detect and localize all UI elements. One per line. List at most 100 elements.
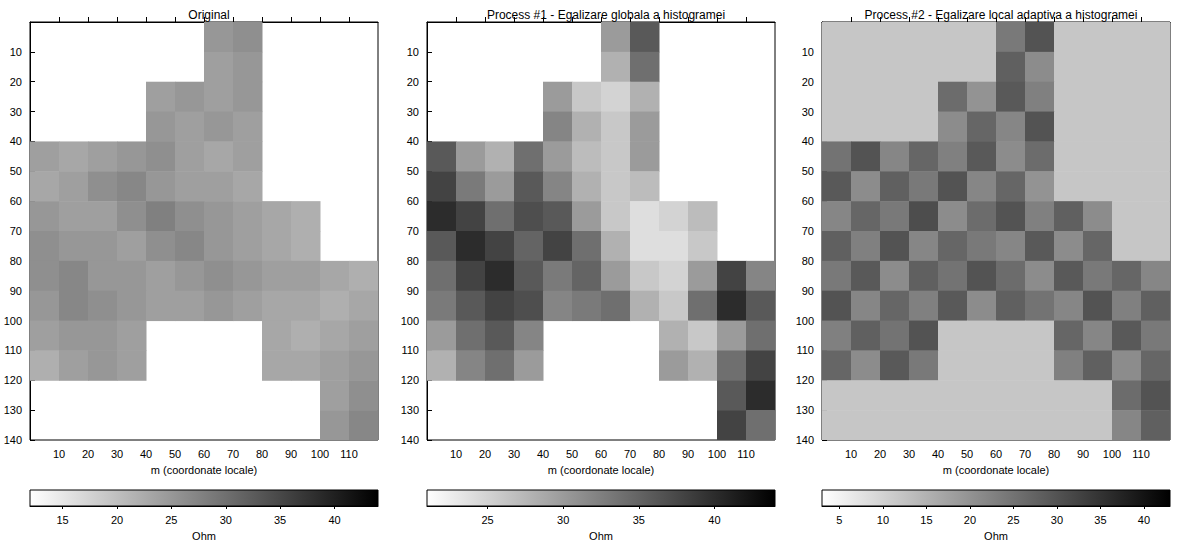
svg-text:10: 10 <box>10 46 22 58</box>
svg-text:Ohm: Ohm <box>192 530 216 542</box>
svg-text:25: 25 <box>165 514 177 526</box>
svg-text:20: 20 <box>964 514 976 526</box>
svg-text:90: 90 <box>10 285 22 297</box>
svg-text:15: 15 <box>57 514 69 526</box>
svg-text:40: 40 <box>140 448 152 460</box>
svg-text:Ohm: Ohm <box>589 530 613 542</box>
svg-text:30: 30 <box>1051 514 1063 526</box>
svg-text:130: 130 <box>4 404 22 416</box>
svg-text:80: 80 <box>802 255 814 267</box>
svg-text:Original: Original <box>188 8 229 22</box>
svg-text:60: 60 <box>198 448 210 460</box>
svg-text:90: 90 <box>407 285 419 297</box>
svg-text:80: 80 <box>653 448 665 460</box>
svg-text:60: 60 <box>407 195 419 207</box>
svg-text:20: 20 <box>479 448 491 460</box>
svg-text:80: 80 <box>10 255 22 267</box>
svg-text:10: 10 <box>802 46 814 58</box>
svg-text:20: 20 <box>802 76 814 88</box>
svg-text:m (coordonate locale): m (coordonate locale) <box>943 464 1049 476</box>
svg-text:140: 140 <box>401 434 419 446</box>
svg-text:Ohm: Ohm <box>984 530 1008 542</box>
svg-text:80: 80 <box>256 448 268 460</box>
svg-text:80: 80 <box>1048 448 1060 460</box>
svg-text:10: 10 <box>877 514 889 526</box>
svg-text:35: 35 <box>633 514 645 526</box>
svg-text:100: 100 <box>708 448 726 460</box>
svg-text:90: 90 <box>1077 448 1089 460</box>
svg-text:25: 25 <box>1007 514 1019 526</box>
svg-text:110: 110 <box>1132 448 1150 460</box>
svg-text:30: 30 <box>220 514 232 526</box>
svg-text:50: 50 <box>407 165 419 177</box>
svg-text:30: 30 <box>407 106 419 118</box>
svg-text:10: 10 <box>450 448 462 460</box>
svg-text:120: 120 <box>401 374 419 386</box>
svg-text:5: 5 <box>836 514 842 526</box>
svg-text:m (coordonate locale): m (coordonate locale) <box>151 464 257 476</box>
svg-text:30: 30 <box>802 106 814 118</box>
svg-text:130: 130 <box>796 404 814 416</box>
svg-text:10: 10 <box>845 448 857 460</box>
svg-text:20: 20 <box>407 76 419 88</box>
svg-text:70: 70 <box>1019 448 1031 460</box>
svg-text:100: 100 <box>311 448 329 460</box>
svg-text:40: 40 <box>802 135 814 147</box>
svg-text:60: 60 <box>990 448 1002 460</box>
svg-text:30: 30 <box>508 448 520 460</box>
svg-text:20: 20 <box>10 76 22 88</box>
svg-text:15: 15 <box>920 514 932 526</box>
svg-text:Process #1 - Egalizare globala: Process #1 - Egalizare globala a histogr… <box>487 8 725 22</box>
svg-text:90: 90 <box>682 448 694 460</box>
svg-text:40: 40 <box>932 448 944 460</box>
svg-text:90: 90 <box>285 448 297 460</box>
svg-text:m (coordonate locale): m (coordonate locale) <box>548 464 654 476</box>
svg-text:70: 70 <box>227 448 239 460</box>
svg-text:20: 20 <box>111 514 123 526</box>
svg-text:30: 30 <box>557 514 569 526</box>
svg-text:70: 70 <box>10 225 22 237</box>
svg-text:110: 110 <box>796 344 814 356</box>
svg-text:60: 60 <box>595 448 607 460</box>
svg-text:120: 120 <box>796 374 814 386</box>
svg-text:60: 60 <box>10 195 22 207</box>
svg-text:110: 110 <box>340 448 358 460</box>
svg-text:50: 50 <box>566 448 578 460</box>
svg-text:40: 40 <box>328 514 340 526</box>
svg-text:50: 50 <box>169 448 181 460</box>
svg-text:40: 40 <box>537 448 549 460</box>
svg-text:10: 10 <box>53 448 65 460</box>
svg-text:60: 60 <box>802 195 814 207</box>
svg-text:20: 20 <box>874 448 886 460</box>
svg-text:20: 20 <box>82 448 94 460</box>
svg-text:10: 10 <box>407 46 419 58</box>
svg-text:50: 50 <box>961 448 973 460</box>
svg-text:40: 40 <box>407 135 419 147</box>
svg-text:100: 100 <box>1103 448 1121 460</box>
svg-text:25: 25 <box>481 514 493 526</box>
svg-text:110: 110 <box>4 344 22 356</box>
svg-text:40: 40 <box>1138 514 1150 526</box>
svg-text:100: 100 <box>796 315 814 327</box>
svg-text:40: 40 <box>708 514 720 526</box>
svg-text:70: 70 <box>407 225 419 237</box>
svg-text:130: 130 <box>401 404 419 416</box>
svg-text:50: 50 <box>10 165 22 177</box>
svg-text:30: 30 <box>111 448 123 460</box>
svg-text:140: 140 <box>796 434 814 446</box>
svg-text:30: 30 <box>903 448 915 460</box>
svg-text:80: 80 <box>407 255 419 267</box>
svg-text:70: 70 <box>624 448 636 460</box>
svg-text:50: 50 <box>802 165 814 177</box>
svg-text:70: 70 <box>802 225 814 237</box>
svg-text:110: 110 <box>737 448 755 460</box>
svg-text:30: 30 <box>10 106 22 118</box>
svg-text:120: 120 <box>4 374 22 386</box>
svg-text:35: 35 <box>1094 514 1106 526</box>
svg-text:140: 140 <box>4 434 22 446</box>
svg-text:110: 110 <box>401 344 419 356</box>
svg-text:35: 35 <box>274 514 286 526</box>
svg-text:40: 40 <box>10 135 22 147</box>
svg-text:100: 100 <box>4 315 22 327</box>
svg-text:90: 90 <box>802 285 814 297</box>
